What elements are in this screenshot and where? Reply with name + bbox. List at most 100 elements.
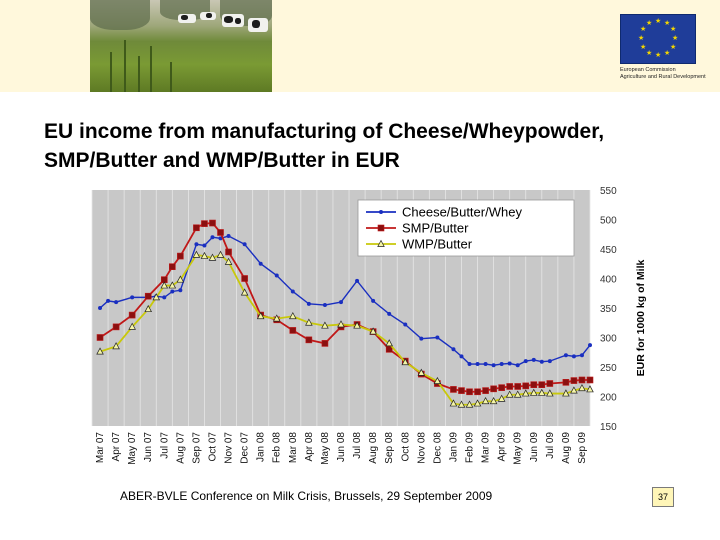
- data-point-cheese: [355, 278, 360, 283]
- data-point-cheese: [467, 362, 472, 367]
- x-tick-label: Aug 09: [561, 432, 572, 464]
- data-point-wmp: [160, 281, 169, 289]
- data-point-cheese: [178, 288, 183, 293]
- data-point-wmp: [272, 314, 281, 322]
- cows-pasture-photo: [90, 0, 272, 92]
- x-tick-label: Apr 09: [497, 432, 508, 462]
- slide-title-line-2: SMP/Butter and WMP/Butter in EUR: [44, 149, 400, 172]
- x-tick-label: Mar 09: [481, 432, 492, 464]
- x-tick-label: May 08: [320, 432, 331, 465]
- data-point-cheese: [226, 234, 231, 239]
- data-point-wmp: [546, 389, 554, 397]
- data-point-cheese: [451, 347, 456, 352]
- data-point-smp: [586, 376, 594, 384]
- data-point-wmp: [224, 257, 233, 265]
- data-point-wmp: [321, 321, 329, 329]
- data-point-cheese: [98, 306, 103, 310]
- data-point-smp: [385, 346, 393, 353]
- data-point-wmp: [513, 390, 522, 398]
- x-tick-label: Oct 07: [207, 432, 218, 462]
- data-point-cheese: [130, 295, 135, 300]
- x-tick-label: Mar 08: [288, 432, 299, 464]
- data-point-wmp: [401, 358, 410, 366]
- data-point-cheese: [258, 261, 263, 266]
- data-point-cheese: [459, 354, 464, 359]
- y-tick-label: 250: [600, 363, 617, 374]
- data-point-smp: [546, 380, 554, 387]
- eu-caption-line-1: European Commission: [620, 67, 676, 73]
- data-point-smp: [289, 327, 297, 334]
- footer-text: ABER-BVLE Conference on Milk Crisis, Bru…: [120, 489, 493, 503]
- data-point-smp: [482, 387, 489, 394]
- data-point-smp: [514, 383, 522, 390]
- data-point-wmp: [305, 318, 313, 326]
- data-point-smp: [522, 382, 530, 390]
- data-point-smp: [530, 381, 538, 388]
- data-point-smp: [209, 219, 216, 227]
- x-tick-label: Jun 07: [143, 432, 154, 462]
- x-tick-label: Jul 09: [545, 432, 556, 459]
- data-point-cheese: [114, 300, 119, 305]
- data-point-wmp: [481, 396, 490, 405]
- data-point-wmp: [562, 389, 570, 397]
- data-point-smp: [225, 248, 232, 256]
- y-tick-label: 500: [600, 216, 617, 227]
- y-tick-label: 200: [600, 393, 617, 404]
- data-point-smp: [128, 311, 136, 319]
- data-point-cheese: [539, 359, 544, 364]
- data-point-cheese: [507, 361, 512, 366]
- data-point-wmp: [497, 394, 506, 402]
- data-point-wmp: [489, 396, 498, 405]
- data-point-smp: [538, 381, 546, 388]
- data-point-cheese: [387, 311, 392, 316]
- data-point-wmp: [112, 342, 120, 350]
- data-point-smp: [96, 334, 104, 341]
- data-point-wmp: [473, 399, 482, 407]
- x-tick-label: May 07: [127, 432, 138, 465]
- data-point-wmp: [176, 275, 185, 283]
- eu-caption: European Commission Agriculture and Rura…: [620, 67, 706, 80]
- data-point-wmp: [256, 312, 265, 320]
- x-tick-label: Sep 08: [384, 432, 395, 464]
- eu-flag-icon: ★ ★ ★ ★ ★ ★ ★ ★ ★ ★ ★ ★: [620, 14, 696, 64]
- x-tick-label: Jul 07: [159, 432, 170, 459]
- data-point-smp: [474, 388, 481, 396]
- page-number: 37: [652, 487, 674, 507]
- data-point-cheese: [571, 354, 576, 359]
- data-point-cheese: [210, 235, 215, 240]
- data-point-cheese: [218, 236, 223, 241]
- x-tick-label: Aug 07: [175, 432, 186, 464]
- data-point-cheese: [170, 289, 175, 294]
- data-point-smp: [177, 252, 184, 260]
- legend-label: Cheese/Butter/Whey: [402, 205, 522, 220]
- data-point-cheese: [515, 363, 520, 368]
- data-point-smp: [450, 386, 457, 393]
- x-tick-label: Sep 09: [577, 432, 588, 464]
- data-point-wmp: [433, 376, 442, 385]
- data-point-cheese: [306, 301, 311, 306]
- data-point-wmp: [144, 304, 153, 313]
- data-point-wmp: [586, 385, 594, 393]
- data-point-cheese: [371, 298, 376, 303]
- x-tick-label: Oct 08: [400, 432, 411, 462]
- data-point-wmp: [192, 250, 201, 258]
- x-tick-label: Jun 08: [336, 432, 347, 462]
- data-point-wmp: [529, 388, 538, 396]
- data-point-cheese: [579, 353, 584, 358]
- data-point-smp: [241, 275, 248, 282]
- data-point-smp: [490, 385, 497, 393]
- y-tick-label: 400: [600, 275, 617, 286]
- x-tick-label: Jul 08: [352, 432, 363, 459]
- data-point-wmp: [578, 383, 586, 392]
- x-tick-label: May 09: [513, 432, 524, 465]
- data-point-smp: [144, 292, 152, 300]
- data-point-cheese: [202, 243, 207, 248]
- data-point-cheese: [475, 362, 480, 367]
- data-point-wmp: [570, 386, 578, 394]
- data-point-wmp: [289, 312, 297, 320]
- data-point-wmp: [168, 281, 177, 289]
- data-point-smp: [377, 224, 385, 232]
- data-point-cheese: [563, 353, 568, 358]
- data-point-cheese: [588, 343, 592, 348]
- data-point-cheese: [290, 289, 295, 294]
